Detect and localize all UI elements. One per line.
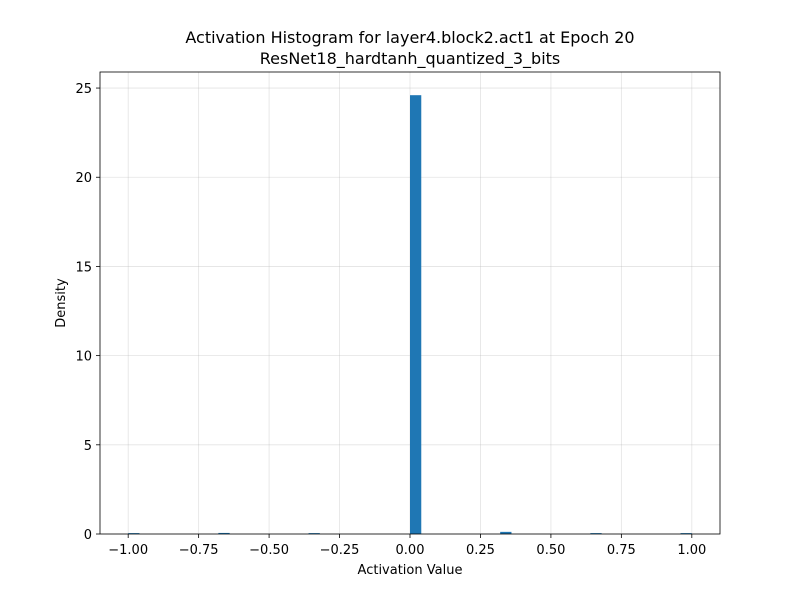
y-tick-label: 20 — [75, 171, 92, 186]
y-tick-label: 15 — [75, 260, 92, 275]
chart-subtitle: ResNet18_hardtanh_quantized_3_bits — [260, 49, 561, 69]
x-tick-label: 1.00 — [677, 543, 706, 558]
y-tick-label: 0 — [84, 528, 92, 543]
y-axis-label: Density — [54, 278, 69, 328]
histogram-bar — [308, 533, 320, 534]
x-axis-ticks: −1.00 −0.75 −0.50 −0.25 0.00 0.25 0.50 0.75 1.00 — [108, 534, 706, 558]
y-tick-label: 25 — [75, 82, 92, 97]
x-axis-label: Activation Value — [358, 563, 463, 578]
x-tick-label: 0.75 — [607, 543, 636, 558]
histogram-bar — [218, 532, 230, 534]
x-tick-label: 0.50 — [536, 543, 565, 558]
y-axis-ticks: 0 5 10 15 20 25 — [75, 82, 100, 543]
x-tick-label: −0.50 — [249, 543, 289, 558]
y-tick-label: 10 — [75, 350, 92, 365]
histogram-bar — [128, 533, 140, 534]
x-tick-label: 0.25 — [466, 543, 495, 558]
histogram-bar — [590, 533, 602, 534]
y-tick-label: 5 — [84, 439, 92, 454]
x-tick-label: −0.25 — [320, 543, 360, 558]
x-tick-label: 0.00 — [396, 543, 425, 558]
histogram-bar — [680, 533, 692, 534]
chart-title: Activation Histogram for layer4.block2.a… — [185, 28, 634, 47]
histogram-bar — [410, 95, 422, 535]
x-tick-label: −0.75 — [179, 543, 219, 558]
x-tick-label: −1.00 — [108, 543, 148, 558]
histogram-bars — [128, 95, 692, 535]
histogram-bar — [500, 531, 512, 534]
